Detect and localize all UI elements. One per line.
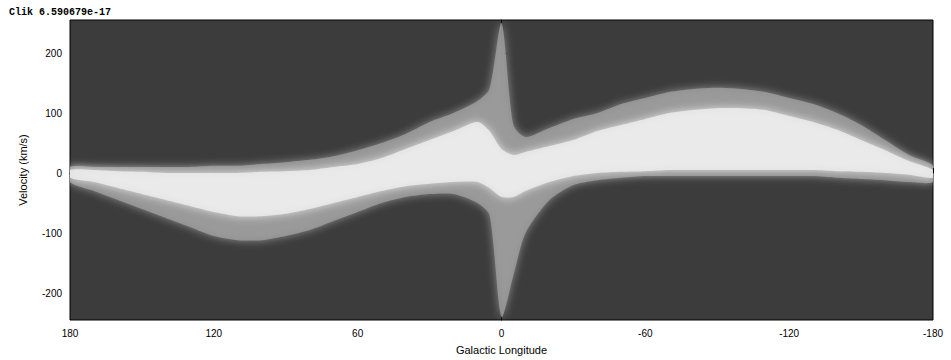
svg-text:-200: -200 — [42, 288, 62, 299]
svg-text:100: 100 — [45, 108, 62, 119]
svg-text:-100: -100 — [42, 228, 62, 239]
svg-text:0: 0 — [56, 168, 62, 179]
svg-text:-120: -120 — [779, 328, 799, 339]
svg-text:60: 60 — [352, 328, 364, 339]
svg-text:120: 120 — [205, 328, 222, 339]
svg-text:0: 0 — [499, 328, 505, 339]
svg-text:200: 200 — [45, 48, 62, 59]
svg-text:-60: -60 — [638, 328, 653, 339]
svg-text:180: 180 — [62, 328, 79, 339]
svg-text:Clik 6.590679e-17: Clik 6.590679e-17 — [9, 7, 111, 18]
svg-text:-180: -180 — [923, 328, 943, 339]
svg-text:Galactic Longitude: Galactic Longitude — [456, 344, 547, 356]
svg-text:Velocity (km/s): Velocity (km/s) — [17, 134, 29, 206]
